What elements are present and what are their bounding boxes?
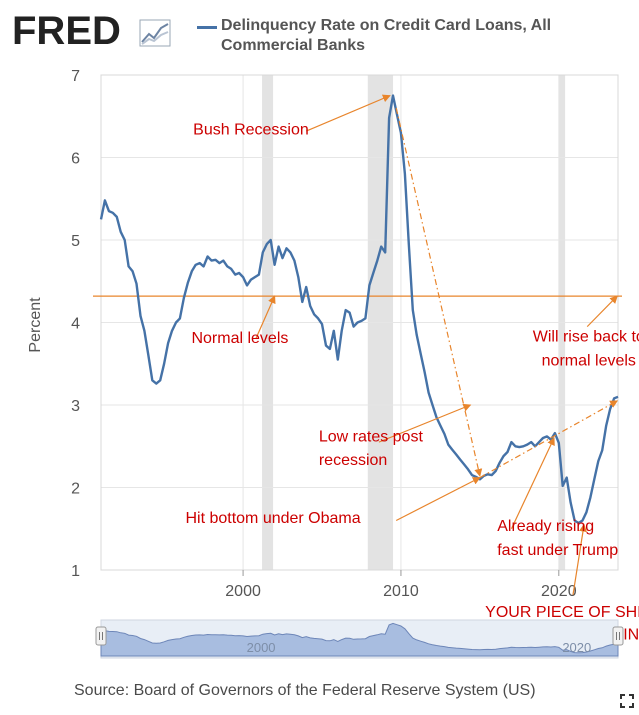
source-note: Source: Board of Governors of the Federa… (74, 682, 536, 699)
y-tick-label: 1 (71, 563, 80, 580)
y-tick-label: 3 (71, 398, 80, 415)
chart-header: FRED Delinquency Rate on Credit Card Loa… (0, 0, 639, 70)
chart-area: 1 2 3 4 5 6 7 2000 2010 2020 Percent Bush Recess… (27, 68, 639, 659)
annotation-arrows (255, 94, 619, 595)
navigator-series-area (100, 622, 619, 657)
annotation-text-6: Hit bottom under Obama (185, 510, 360, 527)
fred-logo-text: FRED (12, 9, 121, 52)
y-axis-ticks: 1 2 3 4 5 6 7 (71, 68, 80, 580)
annotation-text-1: Normal levels (191, 330, 288, 347)
annotation-text-9: YOUR PIECE OF SHIT (485, 604, 639, 621)
navigator-handle-left[interactable] (95, 626, 107, 646)
annotation-arrow-0 (305, 94, 391, 132)
navigator-labels: 2000 2020 (247, 640, 592, 655)
fullscreen-icon[interactable] (620, 694, 634, 708)
annotation-arrow-1 (255, 295, 276, 340)
annotation-arrow-4 (395, 477, 481, 522)
range-navigator[interactable]: 2000 2020 (95, 619, 624, 659)
y-tick-label: 5 (71, 233, 80, 250)
navigator-label: 2020 (562, 640, 591, 655)
x-tick-label: 2000 (225, 583, 261, 600)
fred-logo[interactable]: FRED (12, 8, 182, 52)
x-tick-label: 2010 (383, 583, 419, 600)
annotation-arrow-7 (395, 107, 483, 477)
annotation-text-7: Already rising (497, 518, 594, 535)
y-tick-label: 6 (71, 151, 80, 168)
plot-border (100, 74, 619, 571)
x-tick-label: 2020 (541, 583, 577, 600)
annotation-arrow-3 (378, 403, 472, 443)
annotation-arrow-6 (572, 523, 587, 595)
y-tick-label: 4 (71, 316, 80, 333)
annotation-texts: Bush Recession Normal levels Will rise bac… (185, 121, 639, 643)
annotation-arrow-5 (510, 437, 555, 530)
y-axis-label: Percent (27, 297, 44, 353)
annotation-text-2: Will rise back to (533, 328, 639, 345)
navigator-label: 2000 (247, 640, 276, 655)
y-tick-label: 7 (71, 68, 80, 85)
fred-logo-graph-line-2 (141, 31, 169, 45)
y-tick-label: 2 (71, 481, 80, 498)
series-line-0 (99, 94, 619, 525)
legend-series-label[interactable]: Delinquency Rate on Credit Card Loans, A… (221, 17, 552, 54)
annotation-text-3: normal levels (542, 352, 636, 369)
annotation-text-0: Bush Recession (193, 121, 309, 138)
annotation-arrow-8 (479, 400, 619, 479)
annotation-text-5: recession (319, 452, 387, 469)
annotation-text-8: fast under Trump (497, 542, 618, 559)
x-axis-ticks: 2000 2010 2020 (225, 570, 577, 600)
fred-logo-graph-line (141, 23, 169, 43)
annotation-text-4: Low rates post (319, 428, 424, 445)
series-lines (99, 94, 619, 525)
navigator-handle-right[interactable] (612, 626, 624, 646)
legend-series-swatch (197, 26, 217, 29)
annotation-arrow-2 (586, 295, 618, 328)
